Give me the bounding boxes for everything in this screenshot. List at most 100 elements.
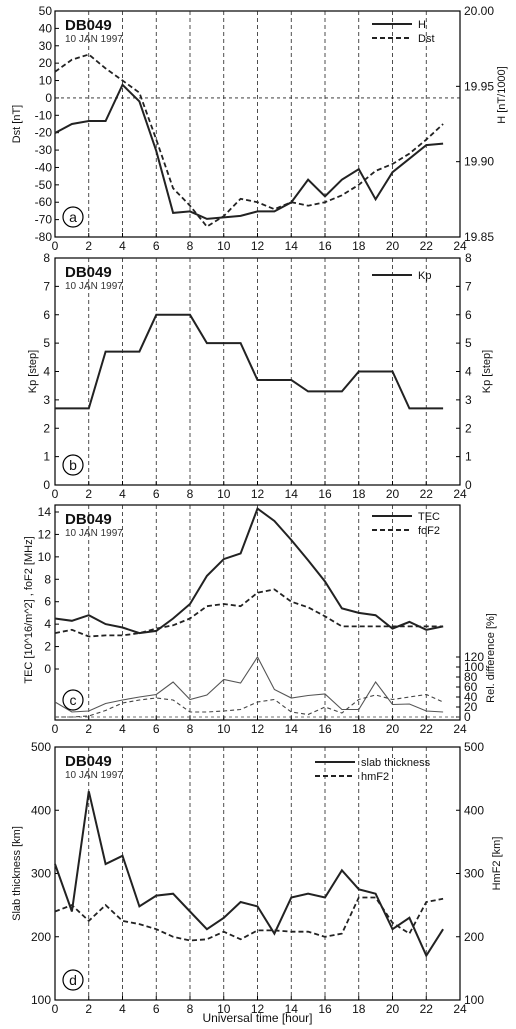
x-tick-label: 18 bbox=[352, 722, 366, 736]
x-tick-label: 6 bbox=[153, 239, 160, 253]
x-tick-label: 24 bbox=[453, 1002, 467, 1016]
date-label: 10 JAN 1997 bbox=[65, 528, 123, 539]
y-tick-label: 6 bbox=[43, 308, 50, 322]
y-tick-label: 30 bbox=[39, 39, 53, 53]
station-id: DB049 bbox=[65, 17, 112, 34]
y-tick-label: -40 bbox=[35, 160, 53, 174]
x-tick-label: 14 bbox=[285, 487, 299, 501]
y-tick-label: 4 bbox=[43, 365, 50, 379]
x-tick-label: 2 bbox=[85, 722, 92, 736]
station-id: DB049 bbox=[65, 511, 112, 528]
x-tick-label: 6 bbox=[153, 1002, 160, 1016]
x-tick-label: 10 bbox=[217, 487, 231, 501]
station-id: DB049 bbox=[65, 753, 112, 770]
series-fof2-line bbox=[54, 588, 444, 638]
x-tick-label: 0 bbox=[52, 487, 59, 501]
series-tec-line bbox=[54, 507, 444, 635]
x-tick-label: 8 bbox=[187, 487, 194, 501]
y-right-tick-label: 2 bbox=[465, 421, 472, 435]
series-dst-line bbox=[54, 53, 444, 228]
y-right-tick-label: 400 bbox=[464, 803, 484, 817]
y-tick-label: 400 bbox=[31, 803, 51, 817]
y-tick-label: 10 bbox=[39, 74, 53, 88]
y-right-tick-label: 0 bbox=[464, 710, 471, 724]
y-tick-label: 50 bbox=[39, 4, 53, 18]
x-tick-label: 12 bbox=[251, 722, 265, 736]
y-tick-label: 500 bbox=[31, 740, 51, 754]
station-id: DB049 bbox=[65, 264, 112, 281]
panel-label: d bbox=[69, 972, 77, 988]
x-tick-label: 18 bbox=[352, 487, 366, 501]
x-axis-label: Universal time [hour] bbox=[202, 1011, 312, 1025]
panel-label-circle bbox=[62, 206, 84, 228]
y-axis-label-right: Rel. difference [%] bbox=[485, 613, 497, 703]
series-rel-diff-tec-line bbox=[54, 655, 444, 713]
x-tick-label: 24 bbox=[453, 487, 467, 501]
y-right-tick-label: 6 bbox=[465, 308, 472, 322]
y-tick-label: -30 bbox=[35, 143, 53, 157]
y-right-tick-label: 200 bbox=[464, 930, 484, 944]
x-tick-label: 4 bbox=[119, 722, 126, 736]
y-tick-label: -20 bbox=[35, 126, 53, 140]
y-tick-label: 1 bbox=[43, 450, 50, 464]
y-tick-label: -10 bbox=[35, 108, 53, 122]
y-right-tick-label: 8 bbox=[465, 251, 472, 265]
panel-label: b bbox=[69, 457, 77, 473]
x-tick-label: 0 bbox=[52, 239, 59, 253]
y-right-tick-label: 19.95 bbox=[464, 79, 494, 93]
y-axis-label: Slab thickness [km] bbox=[11, 826, 23, 921]
y-tick-label: 40 bbox=[39, 21, 53, 35]
x-tick-label: 12 bbox=[251, 239, 265, 253]
x-tick-label: 18 bbox=[352, 1002, 366, 1016]
panel-label-circle bbox=[62, 969, 84, 991]
y-tick-label: 6 bbox=[44, 595, 51, 609]
x-tick-label: 22 bbox=[420, 239, 434, 253]
date-label: 10 JAN 1997 bbox=[65, 281, 123, 292]
y-right-tick-label: 3 bbox=[465, 393, 472, 407]
y-tick-label: 14 bbox=[38, 505, 52, 519]
y-tick-label: 12 bbox=[38, 527, 52, 541]
x-tick-label: 20 bbox=[386, 239, 400, 253]
x-tick-label: 8 bbox=[187, 239, 194, 253]
y-tick-label: 0 bbox=[45, 91, 52, 105]
y-right-tick-label: 80 bbox=[464, 670, 478, 684]
panel-d-legend-label: slab thickness bbox=[361, 757, 431, 769]
panel-a-legend-label: Dst bbox=[418, 33, 435, 45]
y-tick-label: 20 bbox=[39, 56, 53, 70]
y-tick-label: 100 bbox=[31, 993, 51, 1007]
y-axis-label: Kp [step] bbox=[27, 350, 39, 393]
series-h-line bbox=[54, 83, 444, 220]
y-tick-label: 10 bbox=[38, 550, 52, 564]
y-tick-label: 5 bbox=[43, 336, 50, 350]
x-tick-label: 20 bbox=[386, 1002, 400, 1016]
x-tick-label: 14 bbox=[285, 239, 299, 253]
y-tick-label: 3 bbox=[43, 393, 50, 407]
panel-c-legend-label: TEC bbox=[418, 511, 440, 523]
y-axis-label: TEC [10^16/m^2] , foF2 [MHz] bbox=[23, 536, 35, 683]
y-tick-label: 2 bbox=[43, 421, 50, 435]
x-tick-label: 2 bbox=[85, 239, 92, 253]
x-tick-label: 10 bbox=[217, 239, 231, 253]
x-tick-label: 0 bbox=[52, 1002, 59, 1016]
y-right-tick-label: 20 bbox=[464, 700, 478, 714]
x-tick-label: 4 bbox=[119, 239, 126, 253]
series-rel-diff-fof2-line bbox=[55, 693, 444, 718]
panel-c-legend-label: foF2 bbox=[418, 525, 440, 537]
x-tick-label: 6 bbox=[153, 487, 160, 501]
series-hmf2-line bbox=[54, 896, 444, 942]
y-tick-label: 300 bbox=[31, 867, 51, 881]
x-tick-label: 2 bbox=[85, 487, 92, 501]
panel-a-legend-label: H bbox=[418, 19, 426, 31]
y-tick-label: 0 bbox=[44, 662, 51, 676]
y-tick-label: -70 bbox=[35, 213, 53, 227]
y-right-tick-label: 4 bbox=[465, 365, 472, 379]
x-tick-label: 8 bbox=[187, 722, 194, 736]
x-tick-label: 14 bbox=[285, 722, 299, 736]
x-tick-label: 22 bbox=[420, 722, 434, 736]
y-axis-label-right: HmF2 [km] bbox=[491, 837, 503, 891]
panel-d-legend-label: hmF2 bbox=[361, 771, 389, 783]
date-label: 10 JAN 1997 bbox=[65, 34, 123, 45]
x-tick-label: 0 bbox=[52, 722, 59, 736]
panel-b-legend-label: Kp bbox=[418, 270, 431, 282]
